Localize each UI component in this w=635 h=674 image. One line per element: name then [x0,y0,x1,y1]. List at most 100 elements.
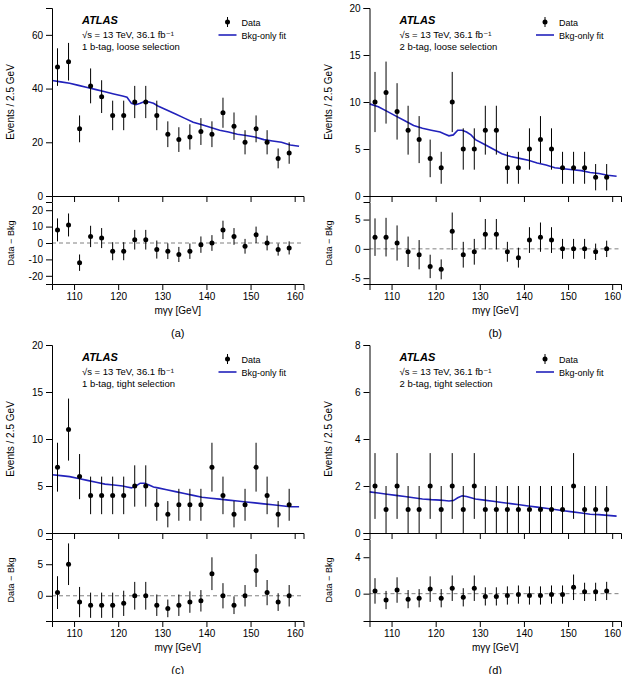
tick: 60 [32,30,52,41]
data-point [604,588,609,593]
axis-line [364,540,371,622]
tick: 110 [67,284,83,302]
y-axis-title: Events / 2.5 GeV [5,401,16,477]
legend-swatch [225,357,230,362]
data-point [538,137,543,142]
tick-mark [251,621,252,627]
data-point [254,126,259,131]
legend-item: Data [225,17,261,28]
data-point [232,124,237,129]
tick-mark [480,621,481,627]
y-axis: 05 [37,540,52,622]
y-axis: 04 [355,540,370,622]
panel: 05101520Events / 2.5 GeVATLAS√s = 13 TeV… [323,3,622,339]
tick-label: 4 [355,552,361,563]
tick-mark [480,533,481,539]
tick-mark [118,284,119,290]
data-point [593,507,598,512]
y-axis-title: Data − Bkg [6,221,16,266]
tick-mark [568,196,569,202]
tick: -20 [29,271,52,282]
tick [436,533,437,539]
tick [118,533,119,539]
tick: 6 [355,387,370,398]
data-point [198,242,203,247]
annotation: √s = 13 TeV, 36.1 fb⁻¹ [82,366,174,377]
data-point [77,260,82,265]
tick-label: 130 [472,628,489,639]
axis-line [46,540,53,622]
tick-label: 5 [355,214,361,225]
data-point [132,237,137,242]
data-point [154,502,159,507]
tick: 10 [349,97,369,108]
tick [118,196,119,202]
tick: 110 [67,621,83,639]
data-point [395,109,400,114]
tick-mark [392,533,393,539]
annotation: 1 b-tag, tight selection [82,378,175,389]
legend-item: Bkg-only fit [536,368,604,378]
tick [568,196,569,202]
data-point [287,151,292,156]
data-point [428,156,433,161]
data-point [406,597,411,602]
x-axis [53,533,305,539]
axis-line [46,9,53,197]
tick-label: 2 [355,481,361,492]
data-point [428,264,433,269]
plot-area [370,213,622,280]
data-point [549,592,554,597]
x-axis: 110120130140150160 [53,621,305,639]
tick-mark [74,621,75,627]
legend-item: Bkg-only fit [219,368,287,378]
legend-item: Data [543,17,579,28]
data-point [176,603,181,608]
data-point [232,603,237,608]
panel-title: (c) [171,664,184,674]
data-point [165,606,170,611]
data-point [132,484,137,489]
tick-label: -20 [29,271,44,282]
data-point [406,507,411,512]
data-point [66,427,71,432]
tick-mark [524,533,525,539]
tick [480,533,481,539]
data-point [99,603,104,608]
tick-label: 40 [32,83,44,94]
tick-label: 150 [243,628,260,639]
tick-label: 0 [37,590,43,601]
tick: 130 [154,284,171,302]
tick: 120 [110,621,127,639]
data-point [232,512,237,517]
data-point [516,165,521,170]
y-axis: -505 [352,203,370,285]
tick: 8 [355,340,370,351]
y-axis-title: Data − Bkg [6,558,16,603]
data-point [243,244,248,249]
legend-item: Bkg-only fit [536,31,604,41]
tick-mark [295,621,296,627]
fit-line [52,81,299,147]
tick: 15 [32,387,52,398]
data-point [483,594,488,599]
data-point [143,484,148,489]
residual-panel: 11012013014015016004Data − Bkgmγγ [GeV](… [324,540,622,674]
data-point [232,234,237,239]
data-point [88,234,93,239]
data-point [88,493,93,498]
y-axis: 0204060 [32,9,53,202]
tick: 160 [287,621,304,639]
data-point [472,147,477,152]
tick: -5 [352,273,370,284]
data-point [538,235,543,240]
data-point [220,493,225,498]
data-point [549,147,554,152]
data-point [143,237,148,242]
data-point [571,484,576,489]
tick-mark [46,564,52,565]
tick-mark [46,89,52,90]
tick-mark [162,284,163,290]
tick-mark [118,621,119,627]
tick [524,533,525,539]
